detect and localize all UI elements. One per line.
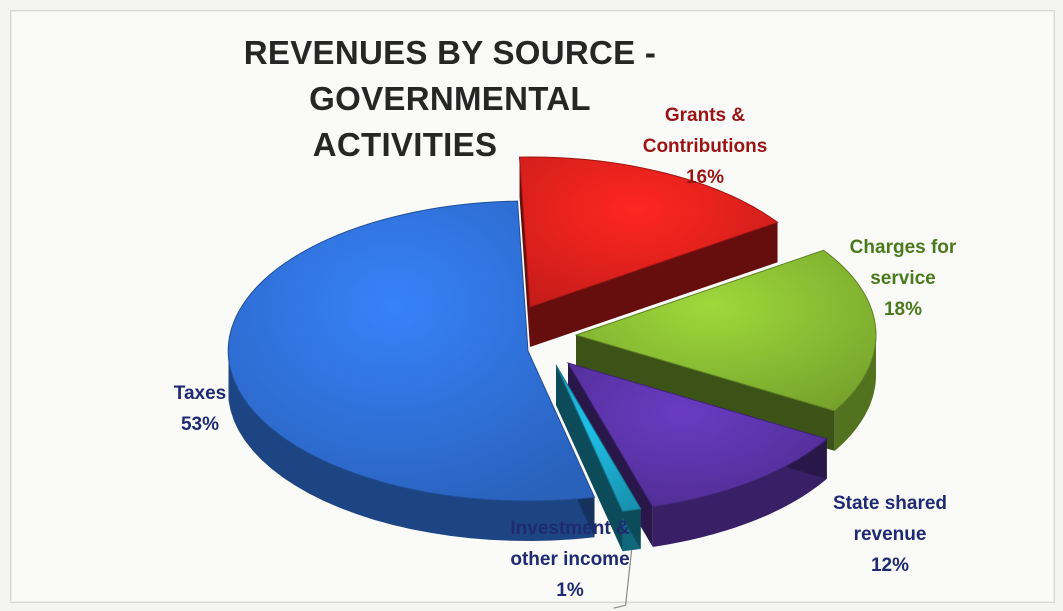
slice-top — [555, 364, 642, 512]
label-state-line-1: State shared — [832, 493, 948, 514]
label-investment-value: 1% — [556, 580, 584, 601]
label-taxes: Taxes 53% — [140, 378, 260, 440]
slice-taxes — [227, 200, 596, 502]
label-investment-line-1: Investment & — [510, 518, 630, 539]
chart-title-line-2: ACTIVITIES — [312, 126, 498, 163]
label-taxes-value: 53% — [180, 414, 220, 435]
slice-grants-contributions — [518, 156, 779, 308]
label-charges-value: 18% — [883, 299, 923, 320]
slice-wall — [228, 360, 595, 541]
slice-top — [574, 249, 877, 412]
slice-state-shared-revenue — [566, 362, 828, 508]
label-state-value: 12% — [870, 555, 910, 576]
label-charges-line-2: service — [870, 268, 936, 289]
slice-charges-for-service — [574, 249, 877, 412]
chart-title: REVENUES BY SOURCE - GOVERNMENTAL ACTIVI… — [150, 30, 750, 168]
label-charges: Charges for service 18% — [808, 232, 998, 325]
slice-wall — [834, 336, 876, 451]
label-grants-line-2: Contributions — [642, 136, 768, 157]
slice-cut-face — [556, 365, 623, 552]
slice-top — [227, 200, 596, 502]
slice-top — [566, 362, 828, 508]
leader-line-investment — [613, 550, 633, 609]
slice-top — [518, 156, 779, 308]
label-investment-line-2: other income — [510, 549, 630, 570]
label-grants-value: 16% — [685, 167, 725, 188]
slice-cut-face — [519, 157, 530, 347]
slice-investment-other-income — [555, 364, 642, 512]
label-grants: Grants & Contributions 16% — [600, 100, 810, 193]
slice-wall — [652, 438, 827, 547]
label-grants-line-1: Grants & — [664, 105, 746, 126]
slice-cut-face — [530, 222, 778, 347]
label-taxes-line-1: Taxes — [173, 383, 227, 404]
label-investment: Investment & other income 1% — [470, 513, 670, 606]
label-charges-line-1: Charges for — [849, 237, 957, 258]
chart-title-line-1: REVENUES BY SOURCE - GOVERNMENTAL — [243, 34, 657, 117]
label-state: State shared revenue 12% — [790, 488, 990, 581]
label-state-line-2: revenue — [853, 524, 927, 545]
